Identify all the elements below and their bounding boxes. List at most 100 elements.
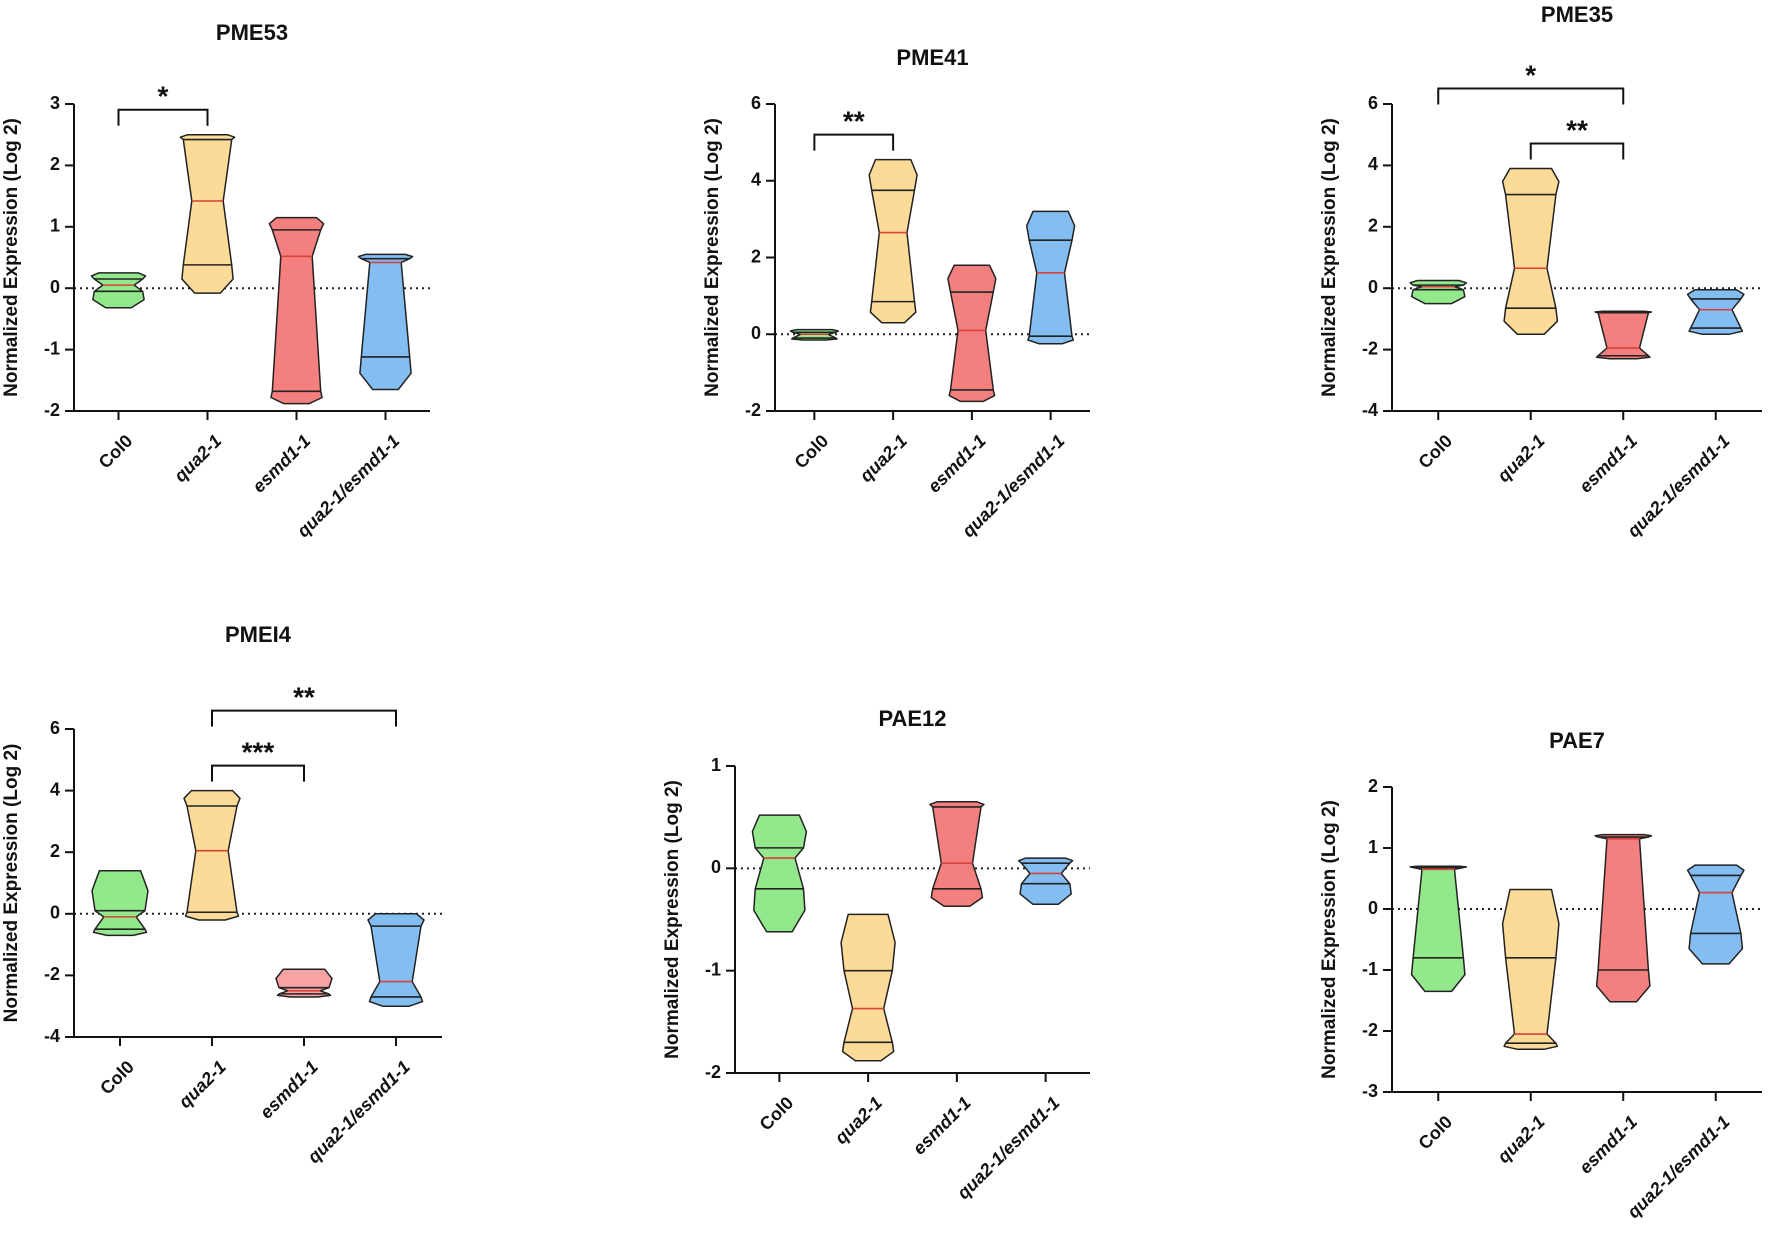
- violin: [275, 968, 333, 998]
- violin: [357, 253, 414, 391]
- y-tick-label: -1: [705, 959, 721, 979]
- x-tick-label: esmd1-1: [256, 1057, 322, 1123]
- x-tick-label: qua2-1: [1493, 1112, 1548, 1167]
- significance-label: **: [843, 106, 865, 137]
- violin: [1686, 288, 1745, 336]
- violin: [268, 216, 325, 405]
- chart-title: PAE12: [878, 706, 946, 731]
- y-tick-label: -2: [44, 400, 60, 420]
- y-tick-label: 4: [1368, 154, 1378, 174]
- chart-title: PMEI4: [225, 622, 292, 647]
- y-tick-label: 1: [711, 755, 721, 775]
- y-tick-label: 6: [1368, 93, 1378, 113]
- y-tick-label: 2: [50, 154, 60, 174]
- x-tick-label: esmd1-1: [249, 431, 315, 497]
- y-tick-label: -3: [1362, 1081, 1378, 1101]
- x-tick-label: Col0: [1414, 1112, 1456, 1154]
- violin: [1594, 310, 1653, 360]
- violin: [1501, 167, 1560, 336]
- y-tick-label: 4: [50, 779, 60, 799]
- chart-title: PME35: [1541, 2, 1613, 27]
- x-tick-label: qua2-1: [831, 1093, 886, 1148]
- violin: [1017, 857, 1074, 905]
- violin: [1409, 865, 1468, 993]
- x-tick-label: qua2-1/esmd1-1: [304, 1057, 414, 1167]
- violin: [179, 133, 236, 294]
- violin: [91, 869, 149, 937]
- y-tick-label: -4: [44, 1026, 60, 1046]
- y-tick-label: -1: [1362, 959, 1378, 979]
- y-tick-label: 0: [751, 323, 761, 343]
- violin: [1025, 210, 1076, 345]
- y-tick-label: -2: [1362, 338, 1378, 358]
- significance-label: *: [158, 81, 169, 112]
- y-tick-label: 0: [711, 857, 721, 877]
- y-axis-label: Normalized Expression (Log 2): [702, 118, 723, 397]
- x-tick-label: qua2-1/esmd1-1: [1623, 1112, 1733, 1222]
- x-tick-label: qua2-1: [170, 431, 225, 486]
- y-tick-label: -2: [745, 400, 761, 420]
- y-axis-label: Normalized Expression (Log 2): [662, 780, 683, 1059]
- y-tick-label: -2: [705, 1062, 721, 1082]
- y-tick-label: 3: [50, 93, 60, 113]
- violin: [868, 158, 918, 324]
- significance-label: ***: [242, 737, 275, 768]
- x-tick-label: esmd1-1: [1575, 1112, 1641, 1178]
- violin: [1501, 888, 1560, 1051]
- significance-label: *: [1525, 59, 1536, 90]
- significance-bracket: [1529, 142, 1625, 160]
- x-tick-label: qua2-1: [175, 1057, 230, 1112]
- violin: [947, 264, 997, 403]
- x-tick-label: Col0: [791, 431, 833, 473]
- significance-bracket: [211, 764, 305, 782]
- violin: [90, 272, 147, 309]
- y-tick-label: -2: [44, 964, 60, 984]
- y-tick-label: 1: [50, 216, 60, 236]
- violin: [751, 814, 808, 933]
- x-tick-label: Col0: [96, 1057, 138, 1099]
- chart-title: PME41: [896, 45, 968, 70]
- significance-bracket: [211, 709, 397, 727]
- significance-bracket: [813, 133, 895, 151]
- y-tick-label: 6: [751, 93, 761, 113]
- y-tick-label: 0: [1368, 898, 1378, 918]
- x-tick-label: qua2-1/esmd1-1: [1623, 431, 1733, 541]
- y-axis-label: Normalized Expression (Log 2): [1, 744, 22, 1023]
- x-tick-label: qua2-1: [1493, 431, 1548, 486]
- x-tick-label: esmd1-1: [924, 431, 990, 497]
- y-tick-label: 0: [1368, 277, 1378, 297]
- y-tick-label: -2: [1362, 1020, 1378, 1040]
- significance-bracket: [1437, 87, 1625, 105]
- significance-label: **: [1566, 114, 1588, 145]
- y-tick-label: 2: [50, 841, 60, 861]
- y-axis-label: Normalized Expression (Log 2): [1319, 118, 1340, 397]
- y-tick-label: -4: [1362, 400, 1378, 420]
- violin: [183, 789, 241, 921]
- chart-title: PME53: [216, 20, 288, 45]
- x-tick-label: qua2-1: [856, 431, 911, 486]
- y-tick-label: 2: [751, 246, 761, 266]
- y-axis-label: Normalized Expression (Log 2): [1, 118, 22, 397]
- x-tick-label: Col0: [1414, 431, 1456, 473]
- significance-label: **: [293, 682, 315, 713]
- y-tick-label: 4: [751, 170, 761, 190]
- y-tick-label: 2: [1368, 776, 1378, 796]
- y-tick-label: 6: [50, 718, 60, 738]
- chart-title: PAE7: [1549, 728, 1605, 753]
- violin: [1686, 864, 1745, 965]
- y-axis-label: Normalized Expression (Log 2): [1319, 800, 1340, 1079]
- significance-bracket: [117, 108, 209, 126]
- x-tick-label: esmd1-1: [909, 1093, 975, 1159]
- y-tick-label: -1: [44, 338, 60, 358]
- violin: [1594, 833, 1653, 1003]
- x-tick-label: Col0: [95, 431, 137, 473]
- y-tick-label: 0: [50, 277, 60, 297]
- y-tick-label: 2: [1368, 216, 1378, 236]
- violin: [840, 913, 896, 1062]
- violin: [367, 913, 425, 1007]
- y-tick-label: 0: [50, 903, 60, 923]
- violin: [1409, 279, 1468, 305]
- y-tick-label: 1: [1368, 837, 1378, 857]
- x-tick-label: esmd1-1: [1575, 431, 1641, 497]
